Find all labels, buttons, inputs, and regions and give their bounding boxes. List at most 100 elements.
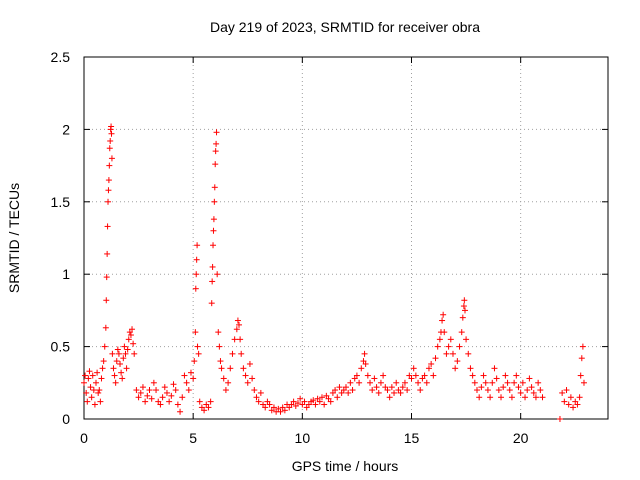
data-point (168, 392, 175, 399)
data-point (391, 389, 398, 396)
data-point (491, 365, 498, 372)
data-point (474, 387, 480, 394)
data-point (174, 401, 181, 408)
data-point (559, 389, 566, 396)
data-point (108, 130, 115, 137)
data-point (192, 329, 199, 336)
data-point (511, 379, 518, 386)
data-point (318, 394, 325, 401)
data-point (262, 404, 269, 411)
data-point (522, 394, 529, 401)
x-axis-label: GPS time / hours (292, 458, 399, 474)
data-point (210, 216, 217, 223)
data-point (85, 375, 92, 382)
data-point (316, 398, 323, 405)
chart-title: Day 219 of 2023, SRMTID for receiver obr… (210, 19, 480, 35)
data-point (377, 379, 384, 386)
data-point (190, 375, 197, 382)
data-point (133, 387, 140, 394)
data-point (153, 387, 160, 394)
data-point (528, 384, 535, 391)
data-point (356, 379, 363, 386)
data-point (327, 398, 334, 405)
data-point (194, 242, 201, 249)
data-point (461, 307, 468, 314)
data-point (106, 162, 113, 169)
data-point (161, 384, 168, 391)
data-point (493, 375, 500, 382)
data-point (94, 369, 101, 376)
data-point (495, 387, 502, 394)
data-point (104, 250, 111, 257)
data-point (461, 297, 468, 304)
data-point (212, 161, 219, 168)
data-point (216, 343, 223, 350)
data-point (384, 387, 391, 394)
data-point (336, 384, 343, 391)
data-point (332, 387, 339, 394)
data-point (456, 343, 463, 350)
data-point (526, 375, 533, 382)
data-point (81, 379, 87, 386)
data-point (452, 365, 459, 372)
data-point (208, 300, 215, 307)
data-point (371, 375, 378, 382)
data-point (101, 343, 108, 350)
data-point (123, 365, 130, 372)
data-point (249, 375, 256, 382)
data-point (100, 358, 107, 365)
data-point (91, 401, 98, 408)
grid (84, 57, 608, 419)
data-point (301, 398, 308, 405)
x-tick-label: 15 (404, 430, 420, 446)
data-point (579, 343, 586, 350)
data-point (210, 242, 217, 249)
data-point (110, 365, 117, 372)
data-point (388, 384, 395, 391)
data-point (113, 358, 120, 365)
data-point (108, 123, 115, 130)
data-point (460, 303, 467, 310)
data-point (222, 387, 229, 394)
data-point (430, 372, 437, 379)
data-point (277, 408, 284, 415)
data-point (214, 271, 221, 278)
data-point (535, 379, 542, 386)
data-point (212, 148, 219, 155)
data-point (99, 365, 106, 372)
data-point (465, 350, 472, 357)
data-point (109, 350, 116, 357)
data-point (574, 401, 581, 408)
data-point (463, 336, 470, 343)
y-tick-label: 1.5 (51, 194, 71, 210)
data-point (227, 365, 234, 372)
data-point (393, 379, 400, 386)
data-point (367, 379, 374, 386)
data-point (103, 274, 110, 281)
data-point (347, 379, 354, 386)
data-point (508, 394, 515, 401)
data-point (135, 394, 142, 401)
x-tick-label: 20 (513, 430, 529, 446)
data-point (369, 387, 376, 394)
data-point (343, 384, 349, 391)
data-point (131, 350, 138, 357)
data-point (83, 389, 90, 396)
data-point (421, 372, 428, 379)
data-point (87, 384, 94, 391)
data-point (576, 394, 583, 401)
data-point (513, 372, 520, 379)
data-point (361, 350, 368, 357)
data-point (237, 336, 244, 343)
data-point (500, 384, 507, 391)
data-point (139, 384, 146, 391)
data-point (196, 398, 203, 405)
data-point (524, 387, 531, 394)
data-point (362, 360, 369, 367)
data-point (556, 416, 563, 422)
data-point (255, 398, 262, 405)
data-point (179, 394, 186, 401)
data-point (102, 324, 109, 331)
data-point (105, 187, 112, 194)
data-point (410, 365, 417, 372)
